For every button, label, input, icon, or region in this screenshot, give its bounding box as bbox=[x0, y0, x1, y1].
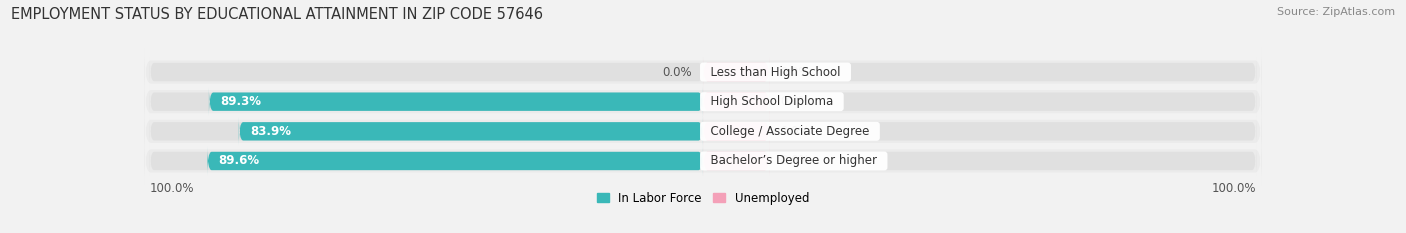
FancyBboxPatch shape bbox=[703, 117, 1257, 146]
Text: Bachelor’s Degree or higher: Bachelor’s Degree or higher bbox=[703, 154, 884, 168]
FancyBboxPatch shape bbox=[703, 147, 1257, 175]
Legend: In Labor Force, Unemployed: In Labor Force, Unemployed bbox=[598, 192, 808, 205]
FancyBboxPatch shape bbox=[145, 78, 1261, 126]
FancyBboxPatch shape bbox=[703, 58, 769, 86]
Text: 0.0%: 0.0% bbox=[780, 125, 810, 138]
Text: 0.0%: 0.0% bbox=[780, 65, 810, 79]
FancyBboxPatch shape bbox=[145, 107, 1261, 155]
Text: 0.0%: 0.0% bbox=[662, 65, 692, 79]
Text: College / Associate Degree: College / Associate Degree bbox=[703, 125, 877, 138]
Text: EMPLOYMENT STATUS BY EDUCATIONAL ATTAINMENT IN ZIP CODE 57646: EMPLOYMENT STATUS BY EDUCATIONAL ATTAINM… bbox=[11, 7, 543, 22]
FancyBboxPatch shape bbox=[703, 117, 769, 146]
Text: 0.0%: 0.0% bbox=[780, 154, 810, 168]
Text: 100.0%: 100.0% bbox=[1212, 182, 1257, 195]
Text: Source: ZipAtlas.com: Source: ZipAtlas.com bbox=[1277, 7, 1395, 17]
FancyBboxPatch shape bbox=[209, 87, 703, 116]
FancyBboxPatch shape bbox=[149, 117, 703, 146]
FancyBboxPatch shape bbox=[207, 147, 703, 175]
FancyBboxPatch shape bbox=[149, 58, 703, 86]
FancyBboxPatch shape bbox=[149, 147, 703, 175]
FancyBboxPatch shape bbox=[703, 147, 769, 175]
Text: 100.0%: 100.0% bbox=[149, 182, 194, 195]
Text: 89.6%: 89.6% bbox=[218, 154, 260, 168]
Text: High School Diploma: High School Diploma bbox=[703, 95, 841, 108]
FancyBboxPatch shape bbox=[239, 117, 703, 146]
Text: 89.3%: 89.3% bbox=[219, 95, 262, 108]
FancyBboxPatch shape bbox=[149, 87, 703, 116]
FancyBboxPatch shape bbox=[145, 48, 1261, 96]
Text: 83.9%: 83.9% bbox=[250, 125, 291, 138]
FancyBboxPatch shape bbox=[145, 137, 1261, 185]
FancyBboxPatch shape bbox=[703, 58, 1257, 86]
Text: Less than High School: Less than High School bbox=[703, 65, 848, 79]
Text: 0.0%: 0.0% bbox=[780, 95, 810, 108]
FancyBboxPatch shape bbox=[703, 87, 769, 116]
FancyBboxPatch shape bbox=[703, 87, 1257, 116]
